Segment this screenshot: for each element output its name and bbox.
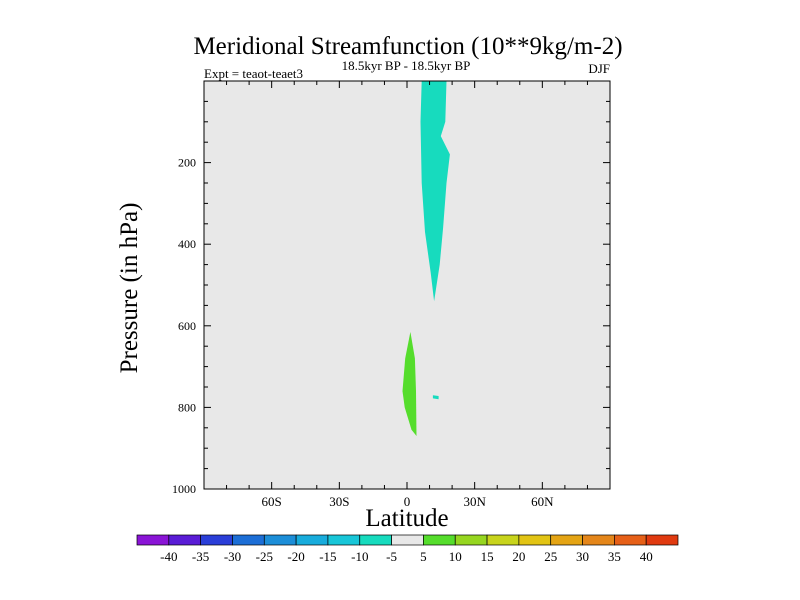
colorbar-swatch [423,534,456,546]
region-negative-cell-upper [420,81,450,302]
colorbar-swatch [391,534,424,546]
colorbar-label: 20 [512,549,525,564]
x-tick-label: 60S [262,494,282,509]
colorbar-swatch [327,534,361,546]
contour-regions [402,81,450,436]
colorbar-swatch [295,534,329,546]
y-tick-label: 600 [178,319,196,333]
colorbar-swatch [200,534,233,546]
colorbar-label: -15 [319,549,336,564]
x-axis: 60S 30S 0 30N 60N [203,81,611,509]
colorbar-swatch [645,534,679,546]
x-tick-label: 30N [463,494,486,509]
colorbar-swatch [263,534,297,546]
x-tick-label: 60N [531,494,554,509]
colorbar-label: 35 [608,549,621,564]
colorbar-label: 40 [640,549,653,564]
y-tick-label: 400 [178,237,196,251]
y-axis-label: Pressure (in hPa) [116,203,143,374]
colorbar-label: -10 [351,549,368,564]
colorbar-label: -30 [224,549,241,564]
colorbar-swatch [359,534,392,546]
colorbar-swatch [518,534,552,546]
colorbar-label: -5 [386,549,397,564]
colorbar-label: -20 [287,549,304,564]
colorbar-label: -35 [192,549,209,564]
colorbar-swatch [232,534,265,546]
colorbar-swatch [613,534,647,546]
chart-title: Meridional Streamfunction (10**9kg/m-2) [193,33,622,60]
center-subtitle: 18.5kyr BP - 18.5kyr BP [342,58,471,73]
colorbar-label: 30 [576,549,589,564]
right-subtitle: DJF [588,61,610,76]
colorbar-label: 5 [420,549,427,564]
colorbar-label: 10 [449,549,462,564]
colorbar-swatch [454,534,488,546]
colorbar-label: 15 [481,549,494,564]
colorbar-swatch [168,534,201,546]
y-axis: 200 400 600 800 1000 [172,80,610,496]
x-tick-label: 30S [329,494,349,509]
colorbar-swatch [550,534,583,546]
colorbar-swatch [136,534,170,546]
left-subtitle: Expt = teaot-teaet3 [204,66,303,81]
colorbar-label: -25 [256,549,273,564]
plot-area: 60S 30S 0 30N 60N 200 400 600 800 1000 [172,80,611,509]
colorbar-label: 25 [544,549,557,564]
y-tick-label: 800 [178,400,196,414]
region-negative-spot [432,395,439,400]
y-tick-label: 200 [178,156,196,170]
colorbar-swatch [486,534,520,546]
colorbar: -40 -35 -30 -25 -20 -15 -10 -5 5 10 15 20 25 30 35 40 [136,534,679,564]
x-tick-label: 0 [404,494,411,509]
colorbar-swatch [582,534,615,546]
region-positive-cell-lower [402,331,417,436]
plot-background [204,81,610,489]
y-tick-label: 1000 [172,482,196,496]
colorbar-label: -40 [160,549,177,564]
x-axis-label: Latitude [365,505,448,532]
